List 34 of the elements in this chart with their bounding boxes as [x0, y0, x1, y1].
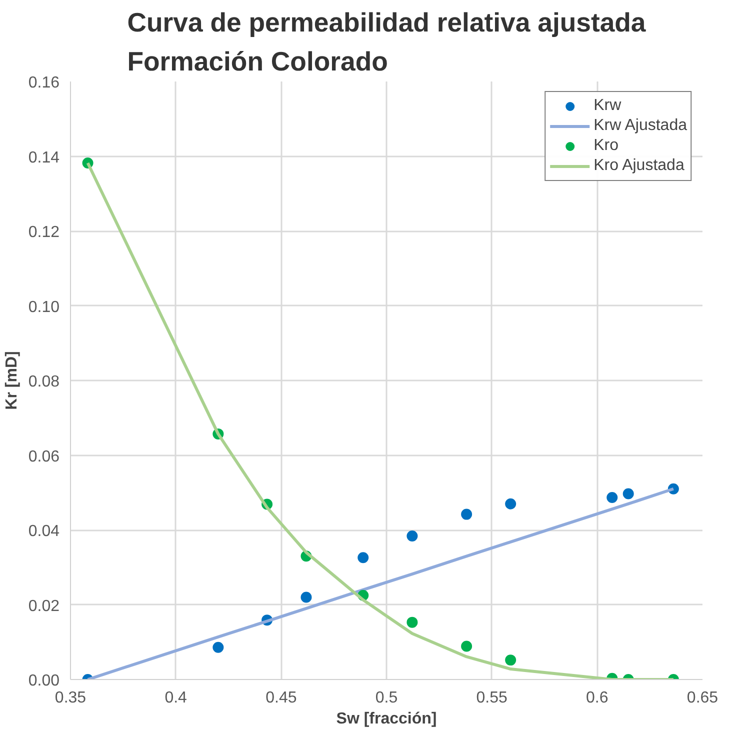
legend-label: Krw: [594, 97, 622, 115]
y-tick-label: 0.06: [28, 448, 60, 466]
point: [212, 642, 224, 653]
x-tick-label: 0.4: [164, 690, 188, 706]
point: [406, 530, 418, 542]
y-tick-label: 0.14: [28, 149, 60, 166]
y-tick-label: 0.12: [28, 224, 60, 241]
y-tick-label: 0.10: [28, 298, 60, 316]
chart-title: Curva de permeabilidad relativa ajustada Formación Colorado: [127, 8, 646, 76]
point: [406, 616, 418, 628]
x-axis-title: Sw [fracción]: [336, 710, 437, 728]
y-tick-label: 0.16: [28, 74, 60, 92]
point: [461, 508, 472, 520]
x-tick-label: 0.55: [476, 690, 508, 706]
legend-label: Kro Ajustada: [594, 157, 684, 175]
point: [358, 552, 369, 564]
point: [505, 498, 516, 510]
point: [622, 488, 634, 500]
y-tick-label: 0.00: [28, 672, 60, 690]
x-tick-label: 0.5: [375, 690, 398, 706]
y-tick-label: 0.02: [28, 598, 60, 615]
y-tick-label: 0.04: [28, 523, 60, 540]
y-tick-label: 0.08: [28, 374, 60, 390]
point: [461, 640, 472, 652]
legend-label: Krw Ajustada: [594, 117, 687, 135]
legend-label: Kro: [594, 137, 619, 155]
x-tick-label: 0.6: [586, 690, 608, 706]
y-axis-title: Kr [mD]: [3, 351, 20, 410]
point: [300, 592, 312, 603]
x-tick-label: 0.65: [686, 690, 718, 706]
x-tick-label: 0.45: [266, 690, 297, 706]
x-tick-label: 0.35: [54, 690, 86, 706]
point: [606, 492, 618, 503]
point: [505, 654, 516, 666]
